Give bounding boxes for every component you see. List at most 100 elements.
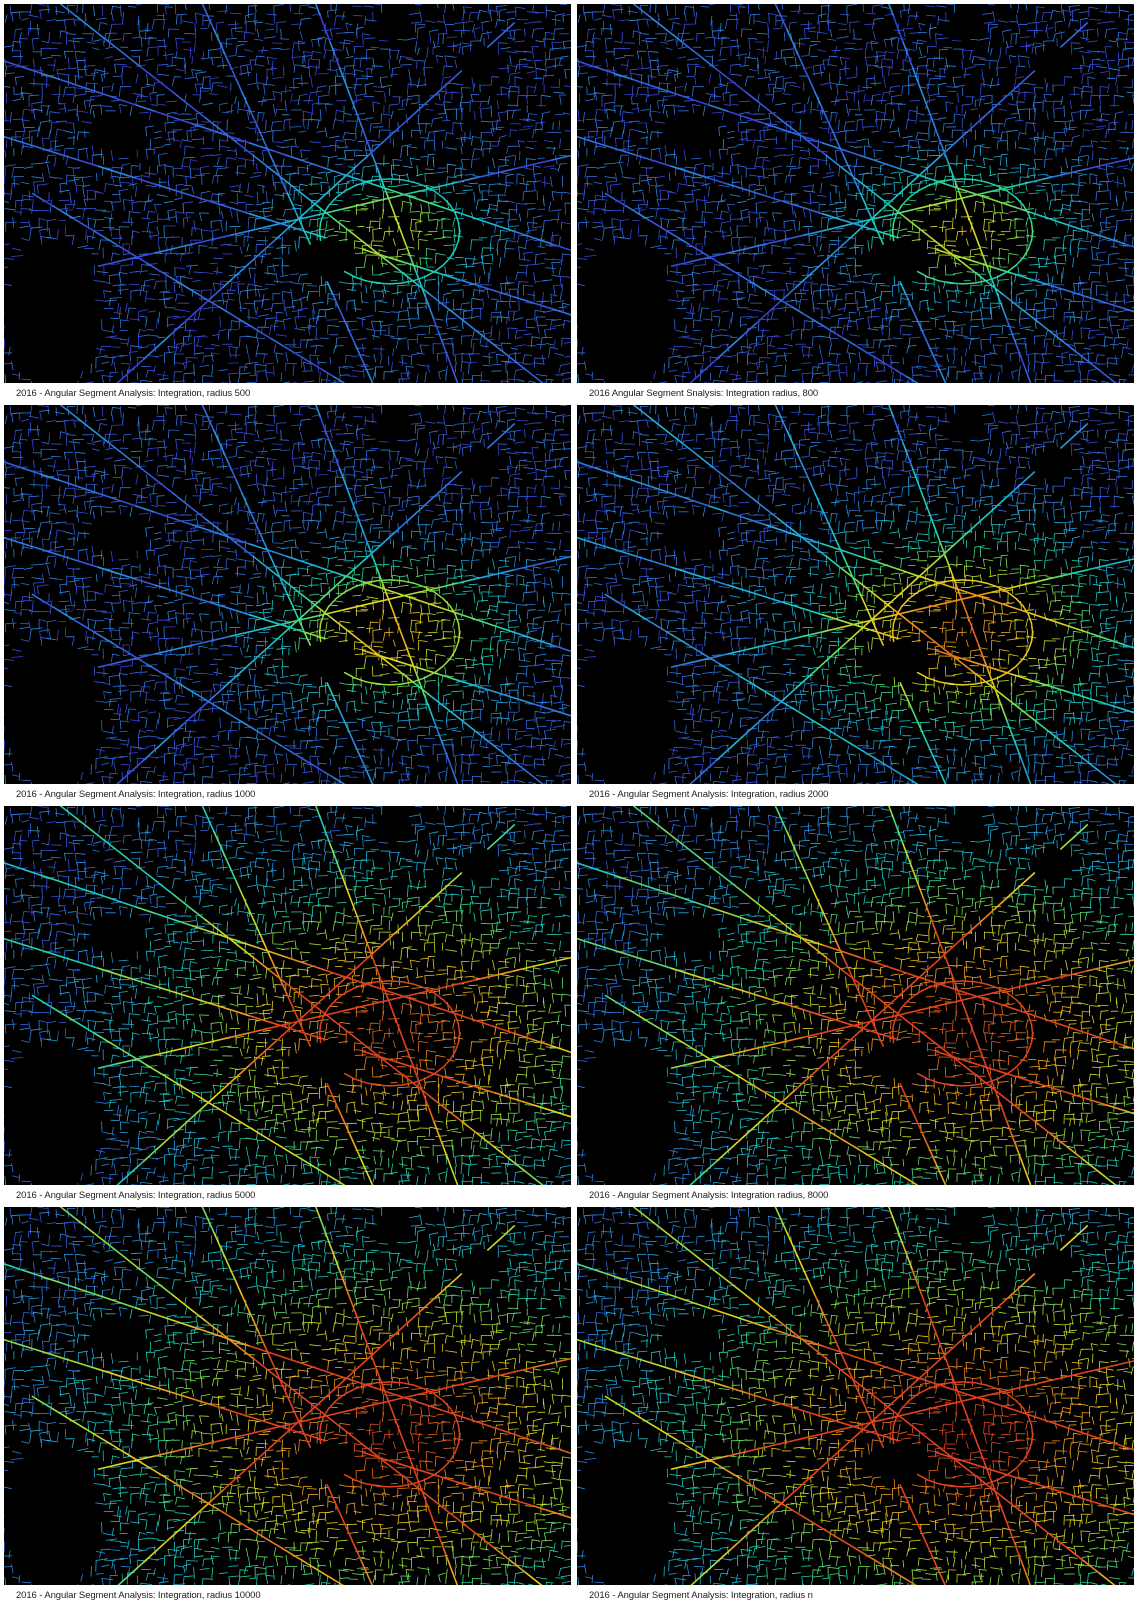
street-segment xyxy=(934,75,947,78)
street-segment xyxy=(730,63,742,66)
street-segment xyxy=(446,132,455,135)
street-segment xyxy=(211,175,215,184)
street-segment xyxy=(504,240,508,249)
street-segment xyxy=(845,91,849,101)
street-segment xyxy=(791,203,794,216)
street-segment xyxy=(487,30,490,40)
street-segment xyxy=(429,29,439,32)
street-segment xyxy=(740,208,749,212)
street-segment xyxy=(534,254,537,265)
street-segment xyxy=(445,297,448,308)
street-segment xyxy=(542,220,545,232)
street-segment xyxy=(526,158,536,161)
street-segment xyxy=(352,282,362,285)
street-segment xyxy=(457,221,461,233)
street-segment xyxy=(265,76,269,86)
street-segment xyxy=(460,302,471,305)
street-segment xyxy=(455,192,467,195)
street-segment xyxy=(962,73,971,76)
street-segment xyxy=(411,230,414,241)
street-segment xyxy=(1105,165,1114,168)
street-segment xyxy=(444,55,457,58)
street-segment xyxy=(952,77,956,88)
street-segment xyxy=(704,176,708,189)
street-segment xyxy=(504,182,508,195)
street-segment xyxy=(147,310,157,313)
street-segment xyxy=(480,107,492,110)
street-segment xyxy=(509,85,519,88)
street-segment xyxy=(221,292,225,305)
street-segment xyxy=(562,13,571,16)
street-segment xyxy=(291,300,294,310)
street-segment xyxy=(491,121,495,133)
street-segment xyxy=(1127,113,1134,116)
street-segment xyxy=(22,119,31,122)
street-segment xyxy=(148,220,158,224)
street-segment xyxy=(443,65,453,68)
street-segment xyxy=(737,165,740,175)
street-segment xyxy=(939,139,949,142)
street-segment xyxy=(146,47,149,57)
street-segment xyxy=(514,330,517,339)
street-segment xyxy=(729,64,732,75)
street-segment xyxy=(400,145,403,158)
street-segment xyxy=(110,263,121,265)
street-segment xyxy=(470,338,473,348)
street-segment xyxy=(400,298,404,309)
map-panel-radius-500: 2016 - Angular Segment Analysis: Integra… xyxy=(4,4,571,405)
street-segment xyxy=(645,38,649,50)
street-segment xyxy=(1091,128,1104,131)
street-segment xyxy=(537,324,540,334)
street-segment xyxy=(692,176,703,179)
street-segment xyxy=(346,289,357,291)
street-segment xyxy=(907,109,910,121)
street-segment xyxy=(114,243,127,252)
street-segment xyxy=(605,58,608,68)
street-segment xyxy=(691,157,702,160)
street-segment xyxy=(58,108,67,110)
street-segment xyxy=(564,69,567,79)
street-segment xyxy=(665,110,668,118)
street-segment xyxy=(101,374,114,378)
street-segment xyxy=(527,113,530,122)
street-segment xyxy=(843,121,847,131)
street-segment xyxy=(558,78,561,89)
street-segment xyxy=(673,74,677,82)
street-segment xyxy=(545,267,557,270)
street-segment xyxy=(454,217,464,219)
street-segment xyxy=(324,127,328,138)
street-segment xyxy=(704,202,707,211)
street-segment xyxy=(863,145,873,148)
street-segment xyxy=(273,365,275,377)
street-segment xyxy=(989,27,992,40)
street-segment xyxy=(356,337,367,341)
street-segment xyxy=(784,154,795,157)
street-segment xyxy=(427,212,436,214)
street-segment xyxy=(297,82,309,84)
street-segment xyxy=(628,128,631,140)
street-segment xyxy=(499,229,509,232)
street-segment xyxy=(991,123,994,135)
street-segment xyxy=(1070,42,1073,55)
street-segment xyxy=(345,180,348,191)
street-segment xyxy=(176,342,187,345)
street-segment xyxy=(735,21,738,30)
street-segment xyxy=(239,246,243,255)
street-segment xyxy=(72,167,75,177)
street-segment xyxy=(78,131,90,134)
street-segment xyxy=(1013,77,1017,89)
street-segment xyxy=(627,144,637,148)
street-segment xyxy=(695,33,698,42)
street-segment xyxy=(992,137,1002,139)
street-segment xyxy=(621,129,624,139)
street-segment xyxy=(453,234,456,244)
street-segment xyxy=(200,57,213,60)
street-segment xyxy=(76,110,88,113)
street-segment xyxy=(522,191,525,201)
street-segment xyxy=(32,108,43,112)
street-segment xyxy=(1072,8,1080,12)
street-segment xyxy=(175,362,185,365)
street-segment xyxy=(318,371,321,383)
street-segment xyxy=(981,69,984,80)
street-segment xyxy=(210,32,213,42)
